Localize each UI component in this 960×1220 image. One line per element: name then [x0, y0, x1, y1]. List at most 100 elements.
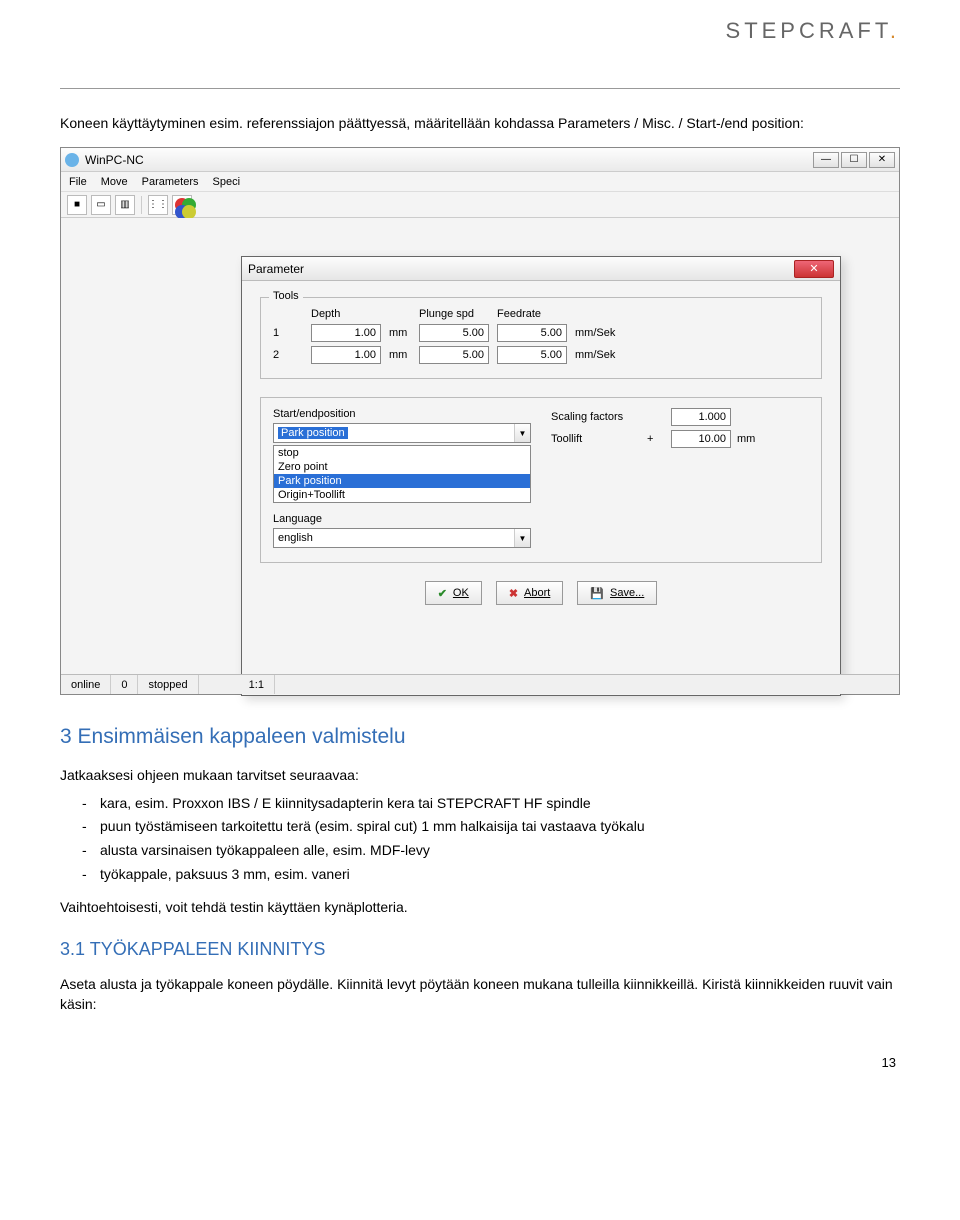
- row2-mm: mm: [389, 349, 411, 361]
- th-feed: Feedrate: [497, 308, 567, 320]
- brand-dot: .: [890, 18, 900, 43]
- list-item: kara, esim. Proxxon IBS / E kiinnitysada…: [100, 792, 900, 816]
- th-plunge: Plunge spd: [419, 308, 489, 320]
- language-label: Language: [273, 513, 531, 525]
- intro-text: Koneen käyttäytyminen esim. referenssiaj…: [60, 113, 900, 133]
- header-rule: [60, 88, 900, 89]
- page: STEPCRAFT. Koneen käyttäytyminen esim. r…: [0, 0, 960, 1110]
- section-3-1-title: 3.1 TYÖKAPPALEEN KIINNITYS: [60, 939, 900, 960]
- toolbar-btn-1[interactable]: ■: [67, 195, 87, 215]
- section-3-1-p: Aseta alusta ja työkappale koneen pöydäl…: [60, 974, 900, 1015]
- startend-listbox[interactable]: stop Zero point Park position Origin+Too…: [273, 445, 531, 503]
- dialog-body: Tools Depth Plunge spd Feedrate 1 1.00: [242, 281, 840, 621]
- status-stopped: stopped: [138, 675, 198, 694]
- startend-value: Park position: [273, 423, 531, 443]
- row1-num: 1: [273, 327, 303, 339]
- language-combo[interactable]: english ▼: [273, 528, 531, 548]
- startend-combo[interactable]: Park position ▼: [273, 423, 531, 443]
- row1-unit: mm/Sek: [575, 327, 635, 339]
- misc-row: Start/endposition Park position ▼ stop: [273, 408, 809, 548]
- tools-grid: Depth Plunge spd Feedrate 1 1.00 mm 5.00…: [273, 308, 809, 364]
- x-icon: ✖: [509, 587, 518, 600]
- menu-move[interactable]: Move: [101, 176, 128, 188]
- toolbar-btn-2[interactable]: ▭: [91, 195, 111, 215]
- save-button[interactable]: 💾Save...: [577, 581, 657, 605]
- list-item: työkappale, paksuus 3 mm, esim. vaneri: [100, 863, 900, 887]
- abort-button[interactable]: ✖Abort: [496, 581, 564, 605]
- status-online: online: [61, 675, 111, 694]
- toollift-sign: +: [647, 433, 665, 445]
- th-depth: Depth: [311, 308, 381, 320]
- tools-group-label: Tools: [269, 290, 303, 302]
- section-3-title: 3 Ensimmäisen kappaleen valmistelu: [60, 725, 900, 749]
- section-3-list: kara, esim. Proxxon IBS / E kiinnitysada…: [60, 792, 900, 887]
- dialog-titlebar: Parameter ✕: [242, 257, 840, 281]
- brand-text: STEPCRAFT: [726, 18, 890, 43]
- intro-line1: Koneen käyttäytyminen esim. referenssiaj…: [60, 113, 900, 133]
- ok-button[interactable]: ✔OK: [425, 581, 482, 605]
- row2-unit: mm/Sek: [575, 349, 635, 361]
- menu-file[interactable]: File: [69, 176, 87, 188]
- toolbar-sep: [141, 196, 142, 214]
- app-window: WinPC-NC — ☐ ✕ File Move Parameters Spec…: [60, 147, 900, 695]
- row2-num: 2: [273, 349, 303, 361]
- toollift-label: Toollift: [551, 433, 641, 445]
- window-buttons: — ☐ ✕: [813, 152, 895, 168]
- menu-parameters[interactable]: Parameters: [142, 176, 199, 188]
- menu-speci[interactable]: Speci: [213, 176, 241, 188]
- toolbar-colorwheel[interactable]: [172, 195, 192, 215]
- list-item: puun työstämiseen tarkoitettu terä (esim…: [100, 815, 900, 839]
- close-button[interactable]: ✕: [869, 152, 895, 168]
- brand-logo: STEPCRAFT.: [726, 18, 900, 44]
- section-3-note: Vaihtoehtoisesti, voit tehdä testin käyt…: [60, 897, 900, 917]
- section-3-lead: Jatkaaksesi ohjeen mukaan tarvitset seur…: [60, 765, 900, 785]
- maximize-button[interactable]: ☐: [841, 152, 867, 168]
- row1-plunge[interactable]: 5.00: [419, 324, 489, 342]
- color-yellow: [182, 205, 196, 219]
- window-title: WinPC-NC: [85, 153, 813, 167]
- section-3-body: Jatkaaksesi ohjeen mukaan tarvitset seur…: [60, 765, 900, 785]
- scaling-field[interactable]: 1.000: [671, 408, 731, 426]
- toolbar-btn-4[interactable]: ⋮⋮: [148, 195, 168, 215]
- row1-feed[interactable]: 5.00: [497, 324, 567, 342]
- list-item-origin[interactable]: Origin+Toollift: [274, 488, 530, 502]
- toolbar: ■ ▭ ▥ ⋮⋮: [61, 192, 899, 218]
- menubar: File Move Parameters Speci: [61, 172, 899, 192]
- toollift-field[interactable]: 10.00: [671, 430, 731, 448]
- statusbar: online 0 stopped 1:1: [61, 674, 899, 694]
- app-icon: [65, 153, 79, 167]
- misc-group: Start/endposition Park position ▼ stop: [260, 397, 822, 563]
- list-item-stop[interactable]: stop: [274, 446, 530, 460]
- right-grid: Scaling factors 1.000 Toollift + 10.00 m…: [551, 408, 809, 448]
- row1-depth[interactable]: 1.00: [311, 324, 381, 342]
- row2-depth[interactable]: 1.00: [311, 346, 381, 364]
- toollift-unit: mm: [737, 433, 761, 445]
- row2-plunge[interactable]: 5.00: [419, 346, 489, 364]
- misc-left: Start/endposition Park position ▼ stop: [273, 408, 531, 548]
- titlebar: WinPC-NC — ☐ ✕: [61, 148, 899, 172]
- status-ratio: 1:1: [239, 675, 275, 694]
- page-number: 13: [60, 1055, 900, 1070]
- toolbar-btn-3[interactable]: ▥: [115, 195, 135, 215]
- language-value: english: [273, 528, 531, 548]
- dialog-title: Parameter: [248, 262, 794, 276]
- dialog-close-button[interactable]: ✕: [794, 260, 834, 278]
- list-item-park[interactable]: Park position: [274, 474, 530, 488]
- screenshot-block: WinPC-NC — ☐ ✕ File Move Parameters Spec…: [60, 147, 900, 695]
- startend-label: Start/endposition: [273, 408, 531, 420]
- chevron-down-icon[interactable]: ▼: [514, 424, 530, 442]
- status-zero: 0: [111, 675, 138, 694]
- parameter-dialog: Parameter ✕ Tools Depth Plunge spd Feedr…: [241, 256, 841, 696]
- list-item-zero[interactable]: Zero point: [274, 460, 530, 474]
- list-item: alusta varsinaisen työkappaleen alle, es…: [100, 839, 900, 863]
- row2-feed[interactable]: 5.00: [497, 346, 567, 364]
- section-3-1-body: Aseta alusta ja työkappale koneen pöydäl…: [60, 974, 900, 1015]
- dialog-buttons: ✔OK ✖Abort 💾Save...: [260, 581, 822, 605]
- check-icon: ✔: [438, 587, 447, 600]
- minimize-button[interactable]: —: [813, 152, 839, 168]
- misc-right: Scaling factors 1.000 Toollift + 10.00 m…: [551, 408, 809, 548]
- chevron-down-icon[interactable]: ▼: [514, 529, 530, 547]
- scaling-label: Scaling factors: [551, 411, 641, 423]
- window-body: Parameter ✕ Tools Depth Plunge spd Feedr…: [61, 218, 899, 694]
- disk-icon: 💾: [590, 587, 604, 600]
